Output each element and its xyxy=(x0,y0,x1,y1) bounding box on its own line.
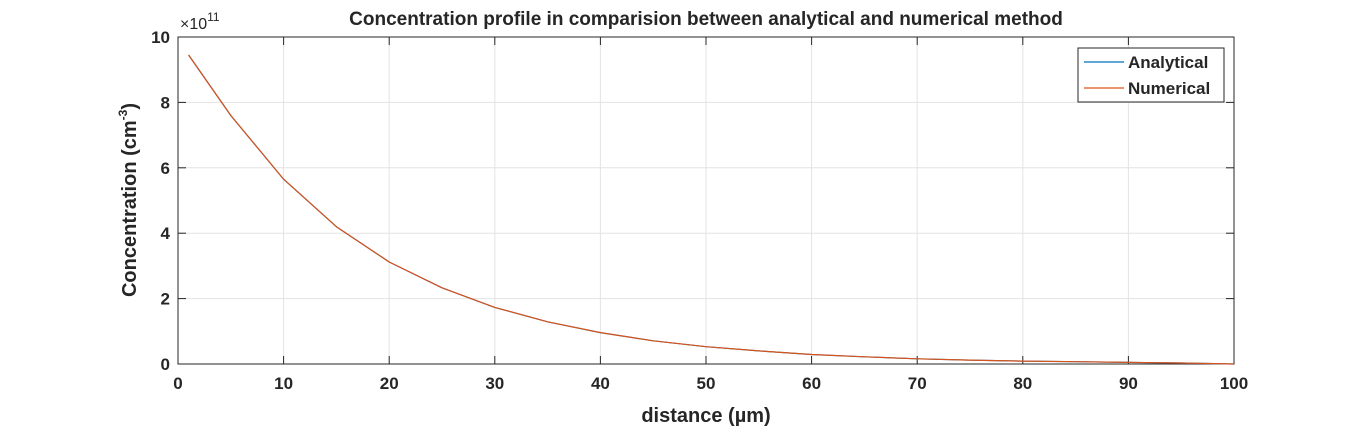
series-lines xyxy=(188,54,1235,365)
x-tick-label: 40 xyxy=(591,374,610,393)
legend-label-numerical: Numerical xyxy=(1128,79,1210,98)
chart-title: Concentration profile in comparision bet… xyxy=(349,9,1063,30)
x-tick-label: 20 xyxy=(380,374,399,393)
x-axis-label: distance (µm) xyxy=(641,405,770,427)
y-axis-label-close: ) xyxy=(119,103,141,110)
series-line-numerical xyxy=(188,54,1235,365)
x-tick-label: 90 xyxy=(1119,374,1138,393)
y-tick-label: 8 xyxy=(161,93,170,112)
x-tick-label: 30 xyxy=(485,374,504,393)
x-tick-label: 60 xyxy=(802,374,821,393)
y-axis-label-sup: -3 xyxy=(116,109,130,120)
x-tick-label: 80 xyxy=(1013,374,1032,393)
y-tick-label: 2 xyxy=(161,290,170,309)
y-tick-label: 4 xyxy=(161,224,171,243)
x-tick-label: 10 xyxy=(274,374,293,393)
y-exponent: 11 xyxy=(207,10,220,24)
legend-box xyxy=(1077,47,1225,103)
y-axis-label: Concentration (cm-3) xyxy=(116,103,141,297)
y-tick-label: 0 xyxy=(161,355,170,374)
y-exponent-label: ×1011 xyxy=(180,10,220,33)
tick-labels: 0 10 20 30 40 50 60 70 80 90 100 0 2 4 6 8 10 xyxy=(151,28,1248,393)
x-tick-label: 100 xyxy=(1220,374,1248,393)
legend-label-analytical: Analytical xyxy=(1128,53,1208,72)
x-tick-label: 50 xyxy=(697,374,716,393)
x-tick-label: 70 xyxy=(908,374,927,393)
x-tick-label: 0 xyxy=(173,374,182,393)
legend: Analytical Numerical xyxy=(1077,47,1225,103)
y-tick-label: 10 xyxy=(151,28,170,47)
series-line-analytical xyxy=(188,54,1235,365)
grid xyxy=(178,37,1234,364)
y-exponent-prefix: ×10 xyxy=(180,16,207,33)
y-tick-label: 6 xyxy=(161,159,170,178)
y-axis-label-main: Concentration (cm xyxy=(119,120,141,297)
